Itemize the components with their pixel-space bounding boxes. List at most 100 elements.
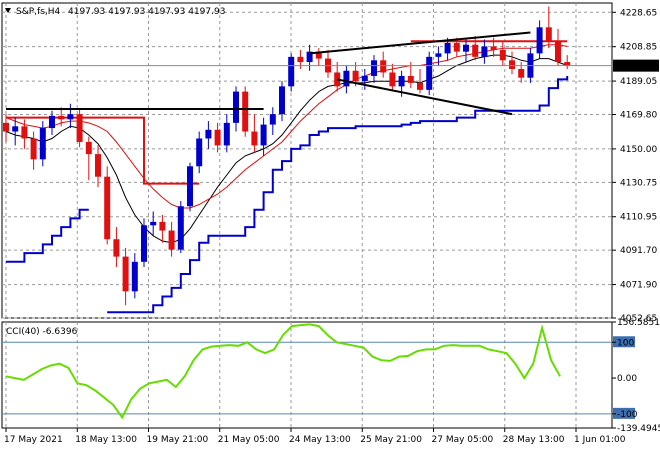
candle[interactable] — [380, 51, 387, 78]
candle[interactable] — [564, 55, 571, 70]
candle-body — [481, 46, 488, 57]
candle[interactable] — [269, 107, 276, 136]
candle[interactable] — [334, 62, 341, 92]
candle[interactable] — [12, 117, 19, 146]
candle[interactable] — [242, 86, 249, 137]
candle[interactable] — [196, 131, 203, 174]
candle[interactable] — [122, 247, 129, 306]
candle[interactable] — [453, 37, 460, 57]
price-tick-label: 4169.80 — [620, 111, 657, 121]
candle[interactable] — [279, 81, 285, 122]
cci-series-line — [5, 323, 561, 420]
candle-body — [444, 42, 451, 54]
candle[interactable] — [325, 49, 331, 78]
candle[interactable] — [39, 121, 46, 167]
candle[interactable] — [113, 227, 120, 268]
trend-lines[interactable] — [6, 31, 531, 116]
candle[interactable] — [131, 253, 138, 299]
candle-body — [564, 62, 571, 66]
candle[interactable] — [205, 121, 212, 149]
candle[interactable] — [104, 166, 111, 245]
cci-panel-frame — [1, 321, 613, 429]
candle[interactable] — [509, 51, 515, 75]
candle-body — [407, 75, 414, 83]
candle-body — [150, 221, 157, 226]
candle[interactable] — [555, 29, 561, 66]
candle[interactable] — [141, 218, 147, 268]
candle[interactable] — [315, 48, 322, 66]
candle[interactable] — [49, 110, 55, 136]
candle-body — [177, 206, 184, 250]
trend-line[interactable] — [337, 78, 513, 116]
candle[interactable] — [159, 214, 166, 243]
candle-body — [343, 70, 350, 87]
candle[interactable] — [472, 36, 479, 61]
trend-line[interactable] — [309, 31, 531, 55]
candle[interactable] — [389, 63, 396, 92]
candle-body — [352, 70, 359, 82]
candle[interactable] — [30, 131, 37, 170]
candles[interactable] — [3, 6, 571, 306]
candle[interactable] — [343, 65, 350, 94]
candle[interactable] — [490, 37, 497, 57]
candle[interactable] — [481, 39, 488, 64]
candle[interactable] — [536, 20, 543, 59]
candle[interactable] — [499, 41, 506, 66]
candle[interactable] — [187, 162, 193, 212]
candle-body — [269, 114, 276, 125]
candle[interactable] — [177, 201, 184, 254]
candle[interactable] — [407, 62, 414, 89]
candle[interactable] — [21, 119, 28, 149]
candle-body — [490, 46, 497, 50]
candle[interactable] — [214, 122, 221, 153]
candle[interactable] — [260, 117, 267, 156]
candle-body — [361, 75, 368, 82]
candle-body — [85, 141, 92, 155]
price-panel-frame — [1, 2, 613, 319]
candle[interactable] — [435, 46, 442, 66]
candle-body — [131, 261, 138, 292]
candle[interactable] — [288, 53, 295, 92]
candle[interactable] — [444, 37, 451, 61]
time-tick-label: 19 May 21:00 — [147, 435, 209, 445]
candle[interactable] — [361, 69, 368, 90]
candle[interactable] — [306, 44, 313, 71]
candle[interactable] — [76, 108, 83, 148]
candle-body — [306, 51, 313, 63]
candle[interactable] — [223, 114, 230, 153]
candle-body — [168, 230, 175, 250]
candle[interactable] — [95, 145, 101, 188]
candle[interactable] — [3, 114, 9, 142]
candle-body — [187, 166, 193, 207]
candle[interactable] — [85, 136, 92, 181]
candle-body — [49, 115, 55, 129]
time-tick-label: 17 May 2021 — [4, 435, 63, 445]
collapse-triangle-icon[interactable] — [5, 8, 11, 13]
candle-body — [435, 53, 442, 57]
candle[interactable] — [251, 114, 258, 153]
candle[interactable] — [58, 107, 65, 127]
candle[interactable] — [417, 69, 423, 94]
candle[interactable] — [545, 6, 552, 49]
grid — [2, 3, 612, 428]
envelope-red-step-line — [6, 116, 200, 185]
cci-tick-label: 100 — [617, 338, 634, 348]
candle[interactable] — [463, 37, 469, 63]
candle-body — [555, 41, 561, 63]
candle[interactable] — [168, 221, 175, 257]
time-tick-label: 1 Jun 01:00 — [574, 435, 626, 445]
ohlc-readout: 4197.93 4197.93 4197.93 4197.93 — [68, 7, 225, 17]
candle-body — [3, 122, 9, 132]
candle[interactable] — [67, 103, 74, 129]
time-tick-label: 18 May 13:00 — [75, 435, 137, 445]
current-price-badge — [613, 59, 659, 72]
candle[interactable] — [426, 51, 433, 96]
candle[interactable] — [150, 211, 157, 236]
candle-body — [380, 60, 387, 73]
candle-body — [58, 115, 65, 120]
candle-body — [76, 114, 83, 142]
candle[interactable] — [371, 55, 377, 83]
candle-body — [196, 138, 203, 167]
candle-body — [371, 60, 377, 76]
